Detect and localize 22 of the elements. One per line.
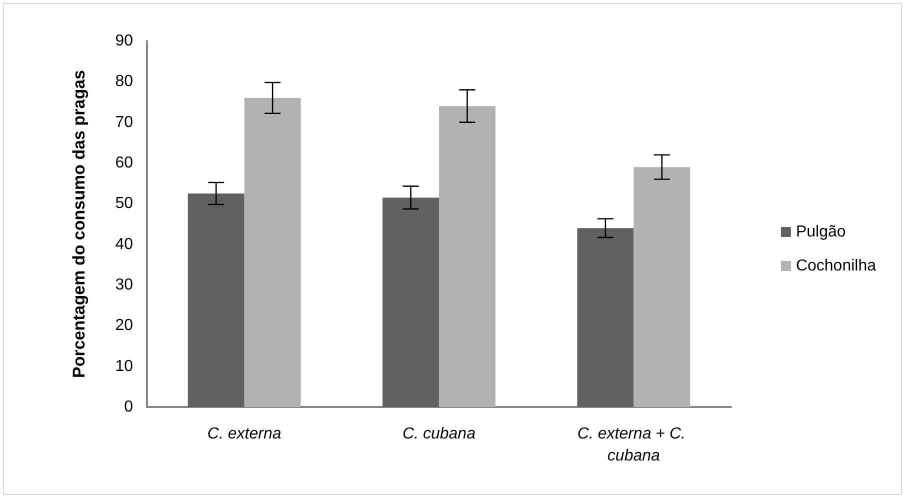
bar (439, 106, 496, 407)
y-tick-label: 10 (115, 358, 134, 375)
x-tick-label: C. cubana (402, 426, 476, 442)
x-tick-label: C. externa + C. cubana (577, 426, 690, 464)
y-axis-title: Porcentagem do consumo das pragas (70, 70, 88, 378)
y-tick-label: 30 (115, 276, 134, 294)
y-tick-label: 60 (115, 154, 134, 172)
bar (188, 194, 244, 407)
bar (634, 167, 690, 407)
legend-label: Pulgão (796, 224, 846, 240)
bar (577, 228, 634, 407)
y-tick-label: 50 (115, 195, 134, 212)
bar (244, 98, 301, 407)
y-tick-label: 20 (115, 317, 134, 334)
y-tick-label: 0 (124, 398, 134, 416)
y-tick-label: 40 (115, 236, 134, 253)
y-tick-label: 80 (115, 73, 134, 90)
x-tick-label: C. externa (207, 426, 282, 442)
legend-label: Cochonilha (796, 258, 876, 274)
bar (382, 198, 439, 407)
y-tick-label: 90 (115, 32, 134, 50)
y-tick-label: 70 (115, 114, 134, 131)
